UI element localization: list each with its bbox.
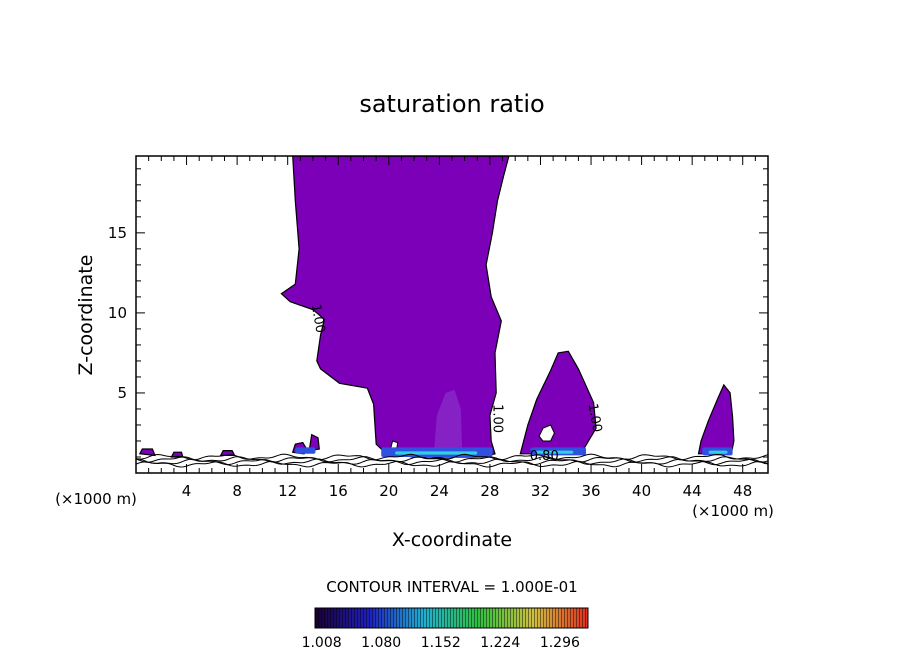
- contour-core: [434, 389, 463, 449]
- colorbar-frame: [314, 607, 589, 629]
- y-tick-label: 15: [108, 224, 127, 242]
- x-tick-label: 4: [182, 482, 192, 500]
- x-axis-label: X-coordinate: [392, 529, 512, 551]
- x-tick-label: 8: [232, 482, 242, 500]
- colorbar-tick-label: 1.152: [421, 635, 461, 651]
- contour-region-1: [519, 350, 597, 455]
- surface-contour-line-2: [136, 456, 768, 463]
- y-tick-labels: 5 10 15: [108, 224, 127, 402]
- colorbar-tick-labels: 1.008 1.080 1.152 1.224 1.296: [302, 635, 580, 651]
- x-tick-label: 16: [329, 482, 348, 500]
- axis-ticks: [136, 156, 768, 473]
- colorbar-stripes: [315, 608, 588, 628]
- y-tick-label: 5: [117, 384, 127, 402]
- colorbar: 1.008 1.080 1.152 1.224 1.296: [302, 607, 589, 651]
- colorbar-tick-label: 1.224: [480, 635, 520, 651]
- contour-hole-0: [538, 424, 555, 442]
- contour-label-0: 1.00: [308, 303, 328, 334]
- contour-interval-text: CONTOUR INTERVAL = 1.000E-01: [326, 578, 577, 596]
- x-unit-right: (×1000 m): [692, 502, 774, 520]
- colorbar-tick-label: 1.008: [302, 635, 342, 651]
- x-unit-left: (×1000 m): [55, 490, 137, 508]
- contour-label-3: 0.80: [530, 449, 559, 464]
- x-tick-label: 28: [480, 482, 499, 500]
- contour-region-2: [697, 383, 735, 455]
- colorbar-tick-label: 1.296: [540, 635, 580, 651]
- contour-high-patch-2: [708, 450, 728, 454]
- x-tick-label: 36: [581, 482, 600, 500]
- contour-low-patch-3: [295, 447, 316, 454]
- x-tick-label: 24: [430, 482, 449, 500]
- x-tick-label: 32: [531, 482, 550, 500]
- y-tick-label: 10: [108, 304, 127, 322]
- y-axis-label: Z-coordinate: [75, 255, 97, 376]
- surface-contour-line-1: [136, 458, 768, 466]
- x-tick-label: 20: [379, 482, 398, 500]
- contour-high-patch-1: [535, 450, 574, 454]
- surface-contours: [136, 453, 768, 468]
- x-tick-label: 44: [683, 482, 702, 500]
- contour-region-6: [219, 450, 236, 456]
- x-tick-label: 40: [632, 482, 651, 500]
- colorbar-tick-label: 1.080: [361, 635, 401, 651]
- contour-labels: 1.00 1.00 1.00 0.80: [308, 303, 605, 464]
- contour-region-4: [308, 433, 320, 452]
- x-tick-label: 12: [278, 482, 297, 500]
- contour-high-patch-0: [395, 451, 478, 455]
- contour-label-1: 1.00: [490, 404, 505, 433]
- surface-contour-line-3: [136, 453, 768, 461]
- contour-label-2: 1.00: [585, 402, 605, 433]
- x-tick-label: 48: [733, 482, 752, 500]
- contour-fill: [138, 156, 735, 458]
- chart-title: saturation ratio: [359, 90, 544, 118]
- x-tick-labels: 4 8 12 16 20 24 28 32 36 40 44 48: [182, 482, 752, 500]
- contour-region-5: [138, 448, 156, 457]
